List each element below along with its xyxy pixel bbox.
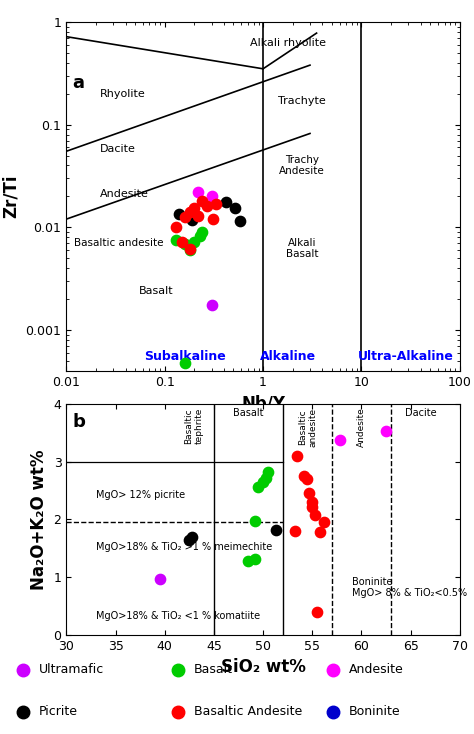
- Point: [382, 426, 390, 437]
- Point: [259, 476, 267, 487]
- Point: [208, 191, 216, 203]
- Text: Subalkaline: Subalkaline: [144, 350, 226, 363]
- Point: [231, 202, 239, 214]
- Text: Basaltic
tephrite: Basaltic tephrite: [184, 408, 204, 444]
- Text: Ultra-Alkaline: Ultra-Alkaline: [357, 350, 453, 363]
- Text: Trachy
Andesite: Trachy Andesite: [279, 155, 325, 176]
- Point: [316, 526, 324, 538]
- Point: [209, 214, 217, 225]
- Point: [294, 450, 301, 462]
- Text: Ultramafic: Ultramafic: [39, 663, 104, 676]
- Text: Basaltic
andesite: Basaltic andesite: [298, 408, 317, 447]
- Point: [198, 195, 206, 207]
- Point: [189, 531, 196, 542]
- Text: Trachyte: Trachyte: [278, 96, 326, 106]
- Point: [306, 487, 313, 499]
- Point: [245, 555, 252, 567]
- Text: Basaltic andesite: Basaltic andesite: [74, 238, 164, 248]
- Text: Basaltic Andesite: Basaltic Andesite: [194, 705, 302, 719]
- Point: [175, 208, 183, 219]
- Text: Andesite: Andesite: [100, 189, 149, 199]
- Text: Boninite: Boninite: [348, 705, 400, 719]
- Point: [262, 472, 270, 484]
- Point: [186, 206, 193, 218]
- Text: Picrite: Picrite: [39, 705, 78, 719]
- Point: [172, 222, 180, 233]
- Point: [185, 534, 193, 545]
- Text: Alkali rhyolite: Alkali rhyolite: [250, 38, 326, 48]
- Y-axis label: Zr/Ti: Zr/Ti: [2, 175, 20, 218]
- Point: [181, 357, 189, 368]
- Text: a: a: [72, 74, 84, 92]
- Point: [186, 244, 193, 256]
- Point: [181, 211, 189, 223]
- Point: [309, 501, 316, 512]
- X-axis label: Nb/Y: Nb/Y: [241, 394, 285, 412]
- Text: Dacite: Dacite: [405, 408, 436, 418]
- Point: [208, 299, 216, 310]
- Point: [236, 215, 244, 227]
- X-axis label: SiO₂ wt%: SiO₂ wt%: [220, 658, 306, 676]
- Point: [222, 197, 230, 208]
- Point: [311, 509, 319, 520]
- Point: [181, 239, 189, 250]
- Text: b: b: [72, 413, 85, 431]
- Text: MgO>18% & TiO₂ <1 % komatiite: MgO>18% & TiO₂ <1 % komatiite: [96, 611, 260, 622]
- Text: Basalt: Basalt: [233, 408, 264, 418]
- Point: [313, 606, 321, 618]
- Point: [272, 524, 280, 536]
- Text: MgO>18% & TiO₂ >1 % meimechite: MgO>18% & TiO₂ >1 % meimechite: [96, 542, 272, 552]
- Point: [191, 236, 198, 248]
- Point: [309, 496, 316, 508]
- Text: Alkali
Basalt: Alkali Basalt: [286, 238, 319, 259]
- Point: [172, 234, 180, 246]
- Point: [212, 197, 219, 209]
- Point: [178, 236, 186, 248]
- Point: [156, 573, 164, 585]
- Text: MgO> 12% picrite: MgO> 12% picrite: [96, 490, 185, 500]
- Text: Dacite: Dacite: [100, 144, 136, 154]
- Text: Andesite: Andesite: [348, 663, 403, 676]
- Text: Basalt: Basalt: [194, 663, 233, 676]
- Text: Basalt: Basalt: [139, 286, 174, 296]
- Point: [303, 473, 311, 484]
- Point: [291, 525, 298, 537]
- Point: [186, 243, 193, 255]
- Point: [195, 186, 202, 198]
- Point: [188, 214, 196, 226]
- Point: [255, 481, 262, 493]
- Text: Rhyolite: Rhyolite: [100, 89, 146, 99]
- Point: [195, 210, 202, 222]
- Point: [251, 515, 259, 527]
- Point: [203, 200, 211, 212]
- Point: [301, 470, 308, 482]
- Point: [264, 466, 272, 478]
- Point: [336, 434, 344, 446]
- Point: [320, 516, 328, 528]
- Text: Alkaline: Alkaline: [260, 350, 316, 363]
- Point: [197, 230, 204, 242]
- Text: Andesite: Andesite: [357, 408, 366, 448]
- Y-axis label: Na₂O+K₂O wt%: Na₂O+K₂O wt%: [30, 449, 48, 589]
- Point: [191, 202, 198, 214]
- Text: Boninite
MgO> 8% & TiO₂<0.5%: Boninite MgO> 8% & TiO₂<0.5%: [352, 577, 467, 598]
- Point: [251, 553, 259, 564]
- Point: [198, 226, 206, 238]
